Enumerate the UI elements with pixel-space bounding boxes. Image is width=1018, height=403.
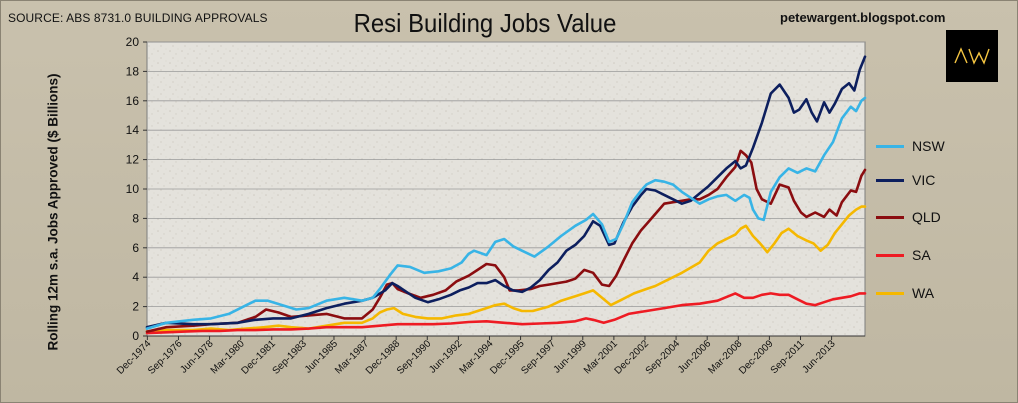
legend-label: QLD — [912, 209, 941, 225]
legend-swatch — [876, 144, 904, 148]
y-tick-label: 2 — [132, 300, 139, 314]
legend-swatch — [876, 253, 904, 257]
x-tick-label: Sep-2004 — [644, 338, 683, 377]
y-tick-label: 16 — [126, 94, 140, 108]
series-line-sa — [145, 292, 867, 335]
legend-item-nsw: NSW — [876, 138, 945, 154]
y-tick-label: 12 — [126, 153, 140, 167]
y-tick-label: 10 — [126, 182, 140, 196]
series-line-qld — [145, 149, 867, 333]
legend-swatch — [876, 178, 904, 182]
legend-item-wa: WA — [876, 285, 934, 301]
series-line-wa — [145, 205, 867, 333]
legend-label: VIC — [912, 172, 936, 188]
x-tick-label: Sep-1997 — [519, 338, 558, 377]
legend-label: WA — [912, 285, 935, 301]
y-tick-label: 4 — [132, 270, 139, 284]
x-tick-label: Sep-1976 — [146, 338, 185, 377]
x-tick-label: Sep-2011 — [769, 338, 807, 376]
source-note: SOURCE: ABS 8731.0 BUILDING APPROVALS — [8, 11, 268, 25]
y-tick-label: 18 — [126, 64, 140, 78]
y-tick-label: 14 — [126, 123, 140, 137]
legend-item-qld: QLD — [876, 209, 941, 225]
x-tick-label: Jun-2013 — [800, 338, 838, 376]
x-tick-label: Sep-1983 — [271, 338, 310, 377]
legend-swatch — [876, 291, 904, 295]
legend-label: NSW — [912, 138, 945, 154]
legend-item-sa: SA — [876, 247, 931, 263]
y-tick-label: 20 — [126, 35, 140, 49]
aw-logo — [946, 30, 998, 82]
legend-swatch — [876, 215, 904, 219]
y-tick-label: 8 — [132, 211, 139, 225]
y-tick-label: 6 — [132, 241, 139, 255]
series-line-nsw — [145, 96, 867, 330]
y-tick-label: 0 — [132, 329, 139, 343]
x-tick-label: Sep-1990 — [395, 338, 434, 377]
legend-item-vic: VIC — [876, 172, 935, 188]
chart-title: Resi Building Jobs Value — [353, 8, 617, 38]
blog-url: petewargent.blogspot.com — [780, 10, 946, 25]
legend-label: SA — [912, 247, 931, 263]
aw-logo-mark — [954, 47, 990, 65]
